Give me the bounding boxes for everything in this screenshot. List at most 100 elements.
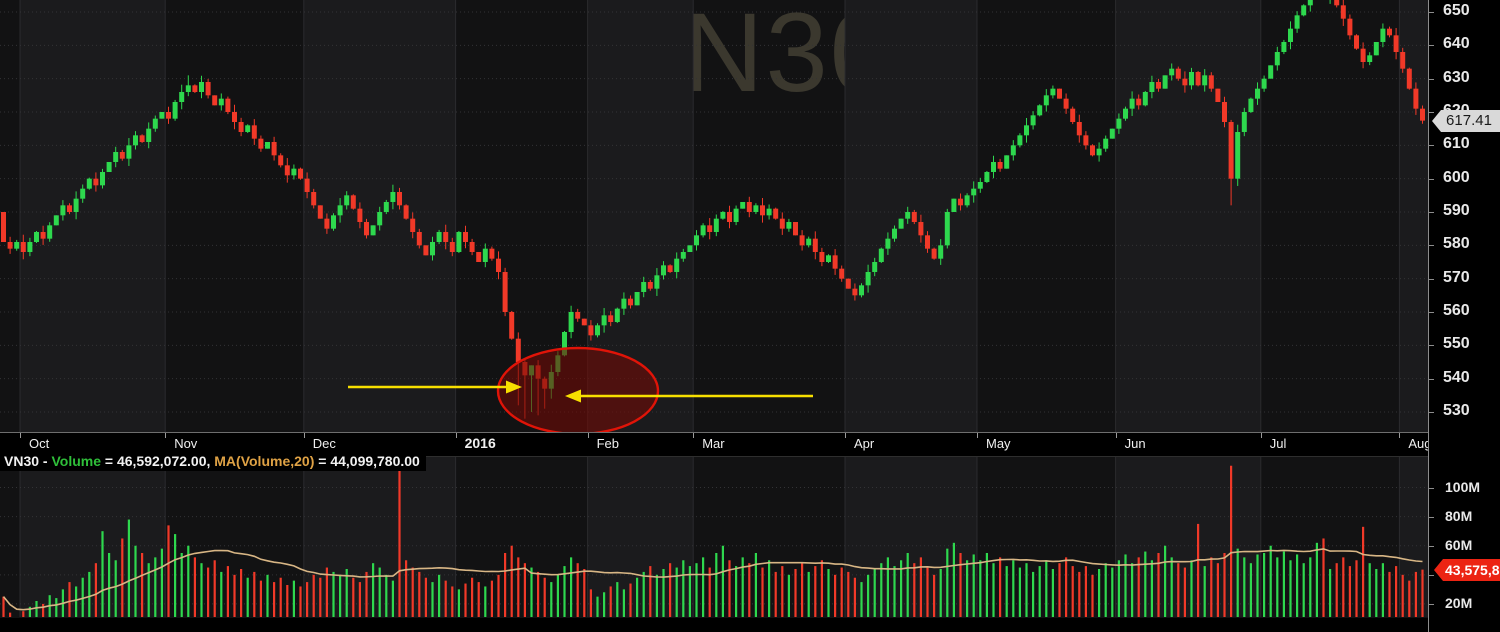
axis-tick-mark — [1429, 278, 1434, 280]
volume-bar — [589, 589, 592, 617]
candle — [852, 288, 858, 296]
time-axis-label: Feb — [596, 436, 619, 451]
candle — [1156, 82, 1161, 89]
candle — [601, 315, 607, 326]
axis-tick-mark — [1429, 378, 1434, 380]
time-axis-label: Oct — [29, 436, 50, 451]
time-axis-label: Jul — [1269, 436, 1287, 451]
candle — [1288, 28, 1293, 42]
candle — [1235, 132, 1241, 179]
volume-bar — [702, 557, 705, 617]
candle — [885, 238, 891, 249]
volume-bar — [992, 563, 995, 617]
candle — [1017, 135, 1023, 146]
candle — [845, 278, 851, 289]
volume-bar — [985, 553, 988, 617]
candle — [694, 235, 699, 246]
candle — [212, 95, 218, 106]
volume-bar — [880, 563, 883, 617]
annotation-ellipse[interactable] — [496, 346, 660, 434]
volume-bar — [266, 574, 269, 617]
volume-bar — [867, 574, 870, 617]
candle — [106, 162, 112, 172]
candle — [331, 215, 336, 229]
volume-bar — [814, 566, 817, 617]
time-axis-label: May — [986, 436, 1011, 451]
candle — [7, 242, 13, 249]
volume-bar — [1348, 566, 1351, 617]
candle — [1162, 75, 1168, 89]
candle — [700, 225, 706, 236]
time-axis-label: Aug — [1408, 436, 1432, 451]
volume-bar — [220, 571, 223, 617]
volume-bar — [820, 560, 823, 617]
volume-bar — [655, 574, 658, 617]
axis-tick-mark — [1429, 345, 1434, 347]
candle — [179, 92, 185, 102]
volume-bar — [688, 566, 691, 617]
volume-bar — [787, 574, 790, 617]
candle — [67, 205, 72, 212]
annotation-arrow-head[interactable] — [506, 380, 522, 394]
volume-bar — [1084, 566, 1087, 617]
volume-bar — [101, 531, 104, 617]
volume-bar — [886, 557, 889, 617]
month-band — [1115, 0, 1261, 432]
candle — [911, 212, 917, 222]
candle — [185, 85, 191, 92]
volume-bar — [1038, 566, 1041, 617]
legend-text-segment: Volume — [51, 453, 101, 469]
volume-bar — [233, 574, 236, 617]
volume-bar — [1045, 560, 1048, 617]
volume-bar — [325, 567, 328, 617]
candle — [826, 255, 831, 262]
volume-bar — [1269, 545, 1272, 617]
volume-bar — [906, 553, 909, 617]
volume-bar — [1408, 580, 1411, 617]
volume-bar — [563, 566, 566, 617]
volume-bar — [1368, 563, 1371, 617]
volume-indicator-legend: VN30 - Volume = 46,592,072.00, MA(Volume… — [0, 452, 426, 471]
candle — [812, 238, 818, 252]
candle — [1142, 92, 1148, 106]
candle — [1307, 0, 1313, 6]
volume-bar — [405, 560, 408, 617]
volume-ma-line — [2, 548, 1423, 611]
volume-bar — [22, 611, 25, 617]
axis-tick-mark — [1429, 545, 1434, 547]
volume-bar — [490, 580, 493, 617]
candle — [634, 292, 640, 306]
volume-bar — [1315, 542, 1318, 617]
volume-bar — [1190, 560, 1193, 617]
volume-bar — [1236, 548, 1239, 617]
candle — [1189, 72, 1194, 86]
volume-bar — [398, 468, 401, 617]
candle — [1024, 125, 1029, 136]
volume-bar — [840, 567, 843, 617]
volume-bar — [1309, 557, 1312, 617]
volume-bar — [781, 566, 784, 617]
time-axis-label: 2016 — [464, 435, 496, 451]
volume-bar — [1177, 563, 1180, 617]
candle — [502, 272, 508, 312]
candle — [1373, 42, 1379, 56]
annotation-arrow-head[interactable] — [565, 389, 581, 403]
volume-bar — [411, 567, 414, 617]
axis-tick-mark — [1429, 78, 1434, 80]
candle — [1347, 18, 1353, 36]
candle — [317, 205, 323, 219]
axis-tick-mark — [1429, 487, 1434, 489]
candle — [1202, 75, 1208, 86]
candle — [1222, 102, 1227, 122]
volume-bar — [550, 582, 553, 617]
candle — [291, 168, 297, 176]
candle — [740, 202, 746, 209]
volume-bar — [1395, 566, 1398, 617]
candle — [397, 192, 402, 206]
volume-bar — [94, 563, 97, 617]
price-axis[interactable]: 6506406306206106005905805705605505405301… — [1428, 0, 1500, 632]
candle — [232, 112, 237, 122]
candle — [977, 182, 983, 189]
candle — [905, 212, 911, 219]
